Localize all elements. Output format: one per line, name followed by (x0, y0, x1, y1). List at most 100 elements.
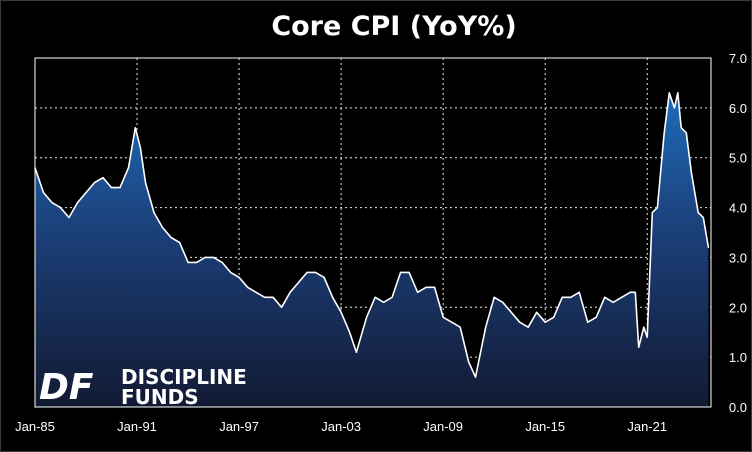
y-tick-label: 3.0 (729, 250, 747, 265)
data-point (144, 182, 147, 184)
data-point (536, 311, 538, 313)
y-tick-label: 7.0 (729, 51, 747, 66)
data-point (544, 321, 546, 323)
data-point (213, 256, 215, 258)
data-point (677, 92, 679, 94)
data-point (315, 271, 317, 273)
data-point (629, 291, 631, 293)
data-point (668, 92, 670, 94)
data-point (187, 261, 189, 263)
data-point (646, 336, 648, 338)
data-point (680, 127, 682, 129)
data-point (306, 271, 308, 273)
data-point (127, 167, 130, 169)
data-point (76, 202, 79, 204)
data-point (468, 361, 470, 363)
data-point (527, 326, 529, 328)
data-point (587, 321, 589, 323)
logo-line1: DISCIPLINE (121, 365, 247, 389)
series-line (34, 92, 710, 378)
data-point (459, 326, 461, 328)
data-point (93, 182, 96, 184)
data-point (85, 192, 87, 194)
data-point (578, 291, 580, 293)
plot-area (34, 92, 710, 408)
data-point (238, 276, 240, 278)
x-axis: Jan-85 Jan-91 Jan-97 Jan-03 Jan-09 Jan-15 Jan-… (15, 419, 667, 434)
data-point (502, 301, 504, 303)
data-point (272, 296, 274, 298)
data-point (59, 207, 62, 209)
data-point (451, 321, 453, 323)
data-point (519, 321, 521, 323)
data-point (204, 256, 206, 258)
data-point (110, 187, 113, 189)
data-point (685, 132, 687, 134)
discipline-funds-logo: DF DISCIPLINE FUNDS (39, 365, 247, 409)
data-point (51, 202, 53, 204)
data-point (485, 326, 487, 328)
data-point (230, 271, 232, 273)
data-point (651, 212, 653, 214)
data-point (119, 187, 121, 189)
logo-line2: FUNDS (121, 385, 199, 409)
data-point (139, 147, 141, 149)
x-tick-label: Jan-21 (627, 419, 667, 434)
data-point (697, 212, 699, 214)
data-point (383, 301, 385, 303)
data-point (690, 172, 693, 174)
data-point (656, 207, 659, 209)
data-point (134, 127, 136, 129)
data-point (332, 296, 334, 298)
data-point (474, 376, 477, 378)
data-point (170, 236, 172, 239)
y-axis: 0.0 1.0 2.0 3.0 4.0 5.0 6.0 7.0 (729, 51, 747, 415)
data-point (707, 246, 710, 249)
data-point (247, 286, 249, 288)
data-point (417, 291, 419, 293)
chart-title: Core CPI (YoY%) (271, 11, 516, 42)
y-tick-label: 4.0 (729, 201, 747, 216)
data-point (595, 316, 597, 318)
data-point (102, 177, 104, 179)
data-point (281, 306, 283, 308)
data-point (634, 291, 636, 293)
data-point (349, 331, 351, 333)
y-tick-label: 1.0 (729, 350, 747, 365)
y-tick-label: 6.0 (729, 101, 747, 116)
data-point (604, 296, 606, 298)
data-point (434, 286, 436, 288)
plot-frame (34, 57, 712, 408)
data-point (493, 296, 495, 298)
logo-mark: DF (39, 367, 94, 408)
data-point (255, 291, 257, 293)
data-point (561, 296, 563, 298)
data-point (553, 316, 555, 318)
data-point (442, 316, 444, 318)
data-point (196, 261, 198, 263)
data-point (289, 291, 291, 293)
data-point (638, 346, 640, 348)
data-point (425, 286, 427, 288)
data-point (702, 216, 704, 219)
data-point (621, 296, 623, 298)
x-tick-label: Jan-97 (219, 419, 259, 434)
data-point (366, 316, 368, 318)
data-point (570, 296, 572, 298)
data-point (643, 326, 645, 328)
data-point (374, 296, 376, 298)
data-point (42, 192, 45, 194)
x-tick-label: Jan-09 (423, 419, 463, 434)
data-point (391, 296, 393, 298)
data-point (68, 216, 70, 219)
data-point (355, 351, 357, 353)
y-tick-label: 5.0 (729, 151, 747, 166)
data-point (323, 276, 325, 278)
x-tick-label: Jan-15 (525, 419, 565, 434)
series-area (35, 92, 709, 408)
data-point (400, 271, 402, 273)
data-point (161, 226, 164, 229)
data-point (663, 132, 665, 134)
data-point (221, 261, 223, 263)
